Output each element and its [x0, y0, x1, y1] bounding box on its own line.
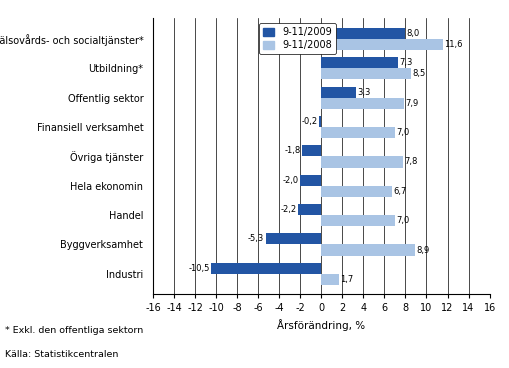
Text: Källa: Statistikcentralen: Källa: Statistikcentralen: [5, 350, 118, 359]
Text: 3,3: 3,3: [357, 88, 370, 96]
Text: -2,0: -2,0: [282, 176, 298, 185]
Bar: [210, 263, 321, 274]
Text: 6,7: 6,7: [392, 187, 406, 196]
Bar: [321, 244, 414, 256]
Text: 7,0: 7,0: [395, 216, 409, 225]
Text: * Exkl. den offentliga sektorn: * Exkl. den offentliga sektorn: [5, 326, 143, 335]
Text: -1,8: -1,8: [285, 146, 300, 155]
Bar: [298, 204, 321, 215]
Text: -2,2: -2,2: [280, 205, 296, 214]
Text: 7,8: 7,8: [404, 158, 417, 166]
Text: 8,5: 8,5: [411, 70, 425, 78]
Bar: [302, 145, 321, 156]
X-axis label: Årsförändring, %: Årsförändring, %: [277, 319, 364, 331]
Bar: [321, 98, 404, 109]
Text: 7,9: 7,9: [405, 99, 418, 108]
Bar: [321, 127, 394, 138]
Bar: [265, 233, 321, 244]
Text: 7,3: 7,3: [399, 58, 412, 67]
Bar: [321, 186, 391, 197]
Bar: [321, 57, 398, 68]
Text: 8,9: 8,9: [415, 245, 429, 255]
Bar: [321, 274, 338, 285]
Bar: [321, 28, 405, 39]
Text: 1,7: 1,7: [340, 275, 353, 284]
Bar: [321, 86, 355, 98]
Text: -10,5: -10,5: [188, 264, 209, 273]
Bar: [321, 156, 403, 167]
Bar: [319, 116, 321, 127]
Bar: [321, 39, 442, 50]
Text: 8,0: 8,0: [406, 29, 419, 38]
Text: 11,6: 11,6: [444, 40, 462, 49]
Bar: [321, 215, 394, 226]
Bar: [300, 174, 321, 186]
Text: -5,3: -5,3: [247, 234, 264, 243]
Text: -0,2: -0,2: [301, 117, 317, 126]
Legend: 9-11/2009, 9-11/2008: 9-11/2009, 9-11/2008: [259, 23, 335, 54]
Text: 7,0: 7,0: [395, 128, 409, 137]
Bar: [321, 68, 410, 79]
